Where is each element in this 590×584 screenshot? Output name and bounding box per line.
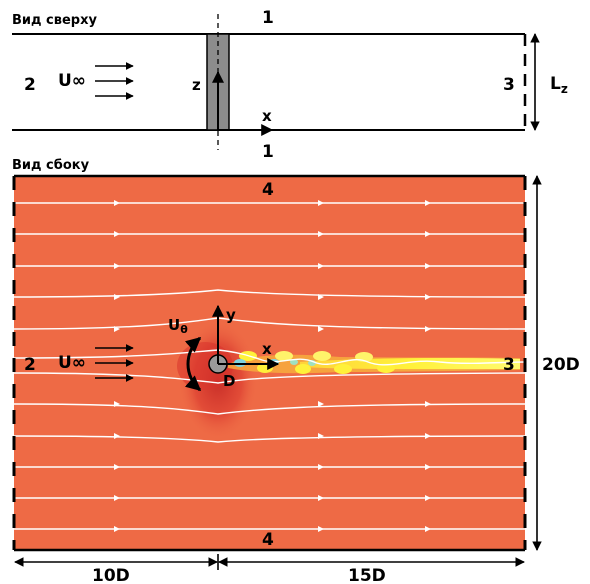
x-axis-label: x bbox=[262, 107, 272, 125]
rotation-arrow bbox=[184, 336, 202, 392]
diameter-label: D bbox=[223, 372, 235, 390]
boundary-1-top: 1 bbox=[262, 8, 274, 28]
side-view-title: Вид сбоку bbox=[12, 158, 90, 173]
span-label: Lz bbox=[550, 74, 568, 96]
upstream-label: 10D bbox=[92, 566, 130, 584]
wake-core bbox=[300, 358, 520, 370]
boundary-1-bottom: 1 bbox=[262, 142, 274, 162]
inflow-arrows bbox=[95, 62, 134, 100]
side-x-axis-label: x bbox=[262, 340, 272, 358]
side-freestream-label: U∞ bbox=[58, 353, 86, 373]
inlet-label: 2 bbox=[24, 75, 36, 95]
rotation-label: Uθ bbox=[168, 316, 188, 336]
downstream-label: 15D bbox=[348, 566, 386, 584]
side-inlet-label: 2 bbox=[24, 355, 36, 375]
height-label: 20D bbox=[542, 355, 580, 375]
boundary-4-bottom: 4 bbox=[262, 530, 274, 550]
side-outlet-label: 3 bbox=[503, 355, 515, 375]
streamlines bbox=[13, 202, 526, 530]
top-view: Вид сверху z x 1 1 2 U∞ 3 Lz bbox=[12, 8, 568, 162]
side-view: Вид сбоку bbox=[12, 158, 580, 584]
y-axis-label: y bbox=[226, 306, 236, 324]
freestream-label: U∞ bbox=[58, 71, 86, 91]
z-axis-label: z bbox=[192, 76, 201, 94]
outlet-label: 3 bbox=[503, 75, 515, 95]
top-view-title: Вид сверху bbox=[12, 13, 97, 28]
streamline-arrowheads bbox=[114, 200, 431, 532]
boundary-4-top: 4 bbox=[262, 180, 274, 200]
side-inflow-arrows bbox=[95, 344, 134, 382]
